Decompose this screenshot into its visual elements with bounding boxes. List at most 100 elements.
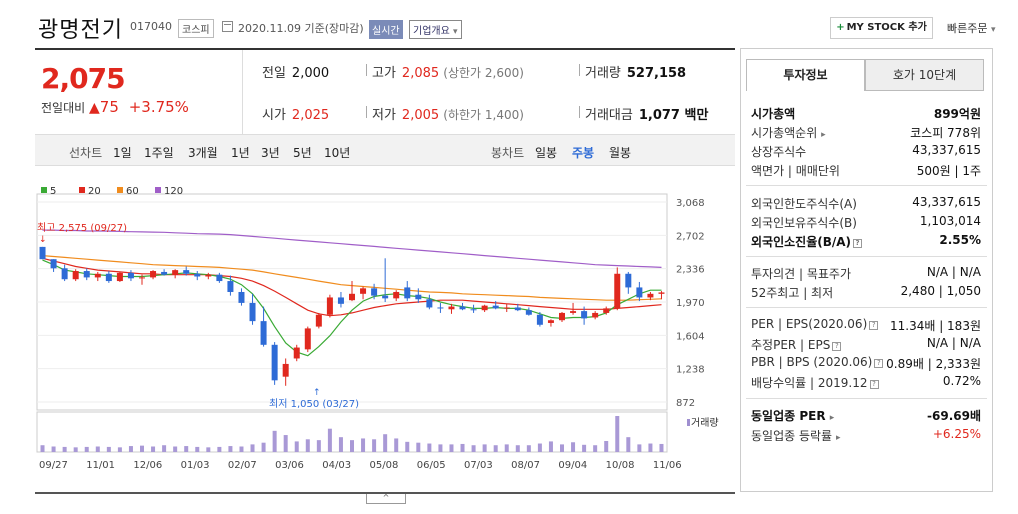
shares-row: 상장주식수 43,337,615 — [751, 143, 981, 161]
candle-body — [404, 287, 411, 299]
volume-bar — [272, 430, 277, 452]
volume-legend-swatch — [687, 419, 690, 426]
company-name: 광명전기 — [38, 18, 123, 43]
candle-body — [172, 270, 179, 275]
par-label: 액면가 | 매매단위 — [751, 164, 840, 178]
legend-label: 120 — [164, 186, 183, 197]
quick-order-button[interactable]: 빠른주문 ▾ — [947, 20, 996, 36]
candle-body — [326, 297, 333, 315]
period-1w[interactable]: 1주일 — [144, 146, 174, 160]
volume-bar — [438, 444, 443, 452]
y-tick-label: 1,238 — [676, 365, 705, 376]
company-overview-button[interactable]: 기업개요 ▾ — [409, 20, 462, 39]
expand-chart-button[interactable]: ^ — [366, 494, 406, 504]
candle-body — [304, 328, 311, 350]
period-3m[interactable]: 3개월 — [188, 146, 218, 160]
candle-body — [271, 344, 278, 381]
period-5y[interactable]: 5년 — [293, 146, 312, 160]
opinion-label: 투자의견 | 목표주가 — [751, 267, 851, 281]
help-icon[interactable]: ? — [832, 342, 842, 351]
sector-per-value: -69.69배 — [927, 409, 981, 423]
volume-stat: 거래량 527,158 — [585, 62, 686, 81]
low-value: 2,005 — [401, 108, 440, 123]
volume-bar — [504, 444, 509, 452]
candle-body — [315, 314, 322, 327]
add-mystock-button[interactable]: + MY STOCK 추가 — [830, 17, 933, 39]
volume-bar — [493, 445, 498, 452]
chevron-right-icon[interactable]: ▸ — [835, 433, 841, 443]
candle-body — [481, 305, 488, 311]
change-value: 75 — [99, 98, 119, 116]
candle-body — [448, 306, 455, 310]
help-icon[interactable]: ? — [869, 380, 879, 389]
tab-order-book[interactable]: 호가 10단계 — [865, 59, 984, 91]
foreign-ratio-row: 외국인소진율(B/A)? 2.55% — [751, 233, 981, 251]
shares-value: 43,337,615 — [912, 143, 981, 157]
open-stat: 시가 2,025 — [262, 104, 329, 123]
foreign-limit-label: 외국인한도주식수(A) — [751, 197, 857, 211]
par-value: 500원 | 1주 — [916, 164, 981, 178]
candle-body — [161, 271, 168, 275]
period-10y[interactable]: 10년 — [324, 146, 351, 160]
sector-rate-value: +6.25% — [932, 427, 981, 441]
volume-bar — [427, 443, 432, 452]
candle-monthly[interactable]: 월봉 — [609, 146, 632, 160]
market-cap-label: 시가총액 — [751, 107, 796, 121]
per-row: PER | EPS(2020.06)? 11.34배 | 183원 — [751, 317, 981, 335]
volume-bar — [460, 443, 465, 452]
ma120-line — [42, 229, 662, 268]
help-icon[interactable]: ? — [874, 359, 884, 368]
high-value: 2,085 — [401, 66, 440, 81]
volume-bar — [560, 444, 564, 452]
candle-body — [360, 288, 367, 294]
volume-bar — [350, 440, 354, 452]
candle-weekly[interactable]: 주봉 — [572, 146, 595, 160]
upper-limit: (상한가 2,600) — [443, 66, 524, 80]
x-tick-label: 09/27 — [39, 460, 68, 471]
volume-bar — [515, 445, 520, 452]
x-tick-label: 07/03 — [464, 460, 493, 471]
sector-per-label-wrap: 동일업종 PER ▸ — [751, 407, 834, 424]
volume-bar — [217, 446, 222, 452]
tab-investment-info[interactable]: 투자정보 — [746, 59, 865, 91]
volume-bar — [173, 446, 178, 452]
low-label: 저가 — [372, 108, 396, 123]
dividend-label: 배당수익률 | 2019.12 — [751, 376, 868, 390]
chart-svg: 3,068 2,702 2,336 1,970 1,604 1,238 872 5 20 60 12… — [36, 186, 719, 471]
period-1d[interactable]: 1일 — [113, 146, 132, 160]
volume-bar — [184, 446, 189, 452]
volume-bar — [151, 446, 156, 452]
y-tick-label: 872 — [676, 398, 695, 409]
foreign-hold-row: 외국인보유주식수(B) 1,103,014 — [751, 214, 981, 232]
foreign-ratio-label: 외국인소진율(B/A) — [751, 235, 852, 249]
volume-bar — [84, 446, 89, 452]
lower-limit: (하한가 1,400) — [443, 108, 524, 122]
candle-body — [94, 273, 101, 278]
chevron-right-icon[interactable]: ▸ — [829, 413, 835, 423]
candle-body — [437, 307, 444, 309]
help-icon[interactable]: ? — [853, 239, 863, 248]
chevron-right-icon[interactable]: ▸ — [821, 130, 826, 140]
candle-body — [194, 273, 201, 277]
sector-rate-label-wrap: 동일업종 등락률 ▸ — [751, 427, 840, 444]
sector-rate-row: 동일업종 등락률 ▸ +6.25% — [751, 427, 981, 445]
candle-daily[interactable]: 일봉 — [535, 146, 558, 160]
quick-order-label: 빠른주문 — [947, 22, 988, 35]
period-3y[interactable]: 3년 — [261, 146, 280, 160]
period-1y[interactable]: 1년 — [231, 146, 250, 160]
realtime-button[interactable]: 실시간 — [369, 20, 403, 39]
candle-body — [39, 246, 46, 260]
volume-bar — [283, 435, 288, 452]
volume-label: 거래량 — [585, 66, 621, 81]
period-bar: 선차트 1일 1주일 3개월 1년 3년 5년 10년 봉차트 일봉 주봉 월봉 — [35, 134, 735, 166]
volume-value: 527,158 — [626, 66, 687, 81]
candle-body — [426, 299, 433, 308]
est-per-row: 추정PER | EPS? N/A | N/A — [751, 336, 981, 354]
volume-bar — [294, 441, 299, 452]
x-tick-label: 12/06 — [133, 460, 162, 471]
help-icon[interactable]: ? — [869, 321, 879, 330]
plus-icon: + — [836, 22, 845, 33]
company-overview-label: 기업개요 — [413, 26, 450, 37]
divider — [35, 492, 735, 494]
y-tick-label: 1,604 — [676, 331, 705, 342]
